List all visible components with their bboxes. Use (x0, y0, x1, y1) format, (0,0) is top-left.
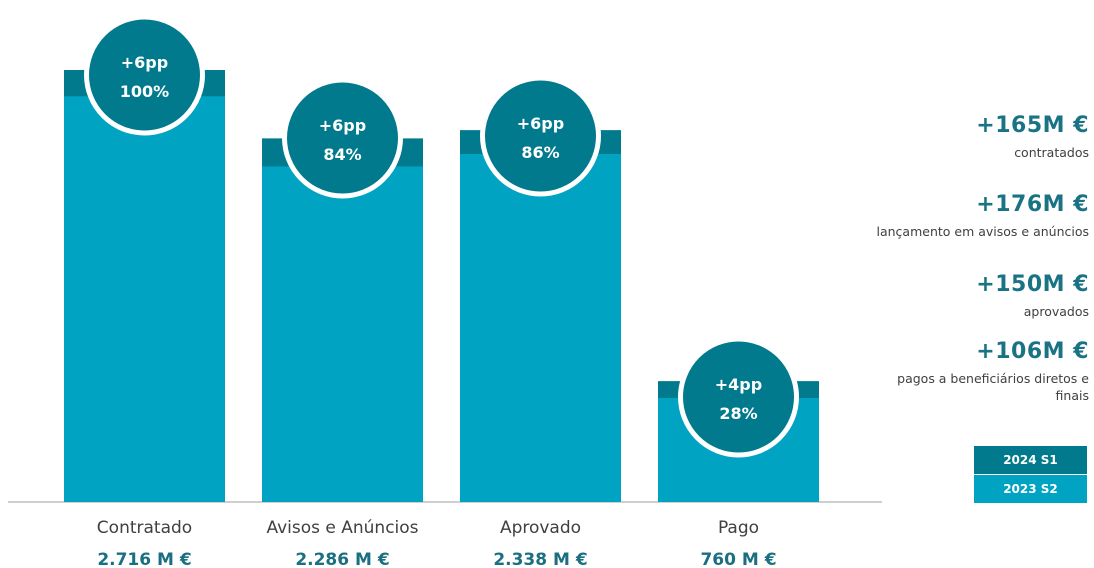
badge-change: +6pp (121, 53, 168, 72)
percent-badge (480, 75, 601, 197)
category-label: Pago (718, 518, 759, 538)
kpi-label: aprovados (1023, 304, 1089, 319)
category-value: 2.716 M € (97, 550, 191, 568)
category-value: 2.338 M € (493, 550, 587, 568)
kpi-value: +165M € (976, 113, 1089, 138)
percent-badge (84, 14, 205, 136)
category-label: Avisos e Anúncios (266, 518, 418, 538)
kpi-pagos: +106M € pagos a beneficiários diretos e … (874, 339, 1089, 404)
percent-badge (282, 77, 403, 199)
badge-change: +4pp (715, 375, 762, 394)
percent-badge (678, 336, 799, 458)
category-value: 760 M € (700, 550, 776, 568)
badge-percent: 28% (719, 404, 757, 423)
kpi-contratados: +165M € contratados (976, 113, 1089, 161)
category-label: Aprovado (500, 518, 581, 538)
kpi-label: pagos a beneficiários diretos e finais (897, 371, 1089, 403)
legend: 2024 S1 2023 S2 (974, 446, 1087, 503)
legend-item-2023-s2: 2023 S2 (974, 475, 1087, 503)
bar-2023-s2 (64, 96, 225, 502)
kpi-label: contratados (1014, 145, 1089, 160)
badge-change: +6pp (319, 116, 366, 135)
badge-percent: 84% (323, 145, 361, 164)
badge-change: +6pp (517, 114, 564, 133)
category-value: 2.286 M € (295, 550, 389, 568)
badge-percent: 100% (120, 82, 169, 101)
bar-chart: +6pp 100% Contratado 2.716 M € +6pp 84% Avisos… (8, 14, 882, 568)
category-label: Contratado (97, 518, 192, 538)
kpi-avisos: +176M € lançamento em avisos e anúncios (876, 192, 1089, 240)
badge-percent: 86% (521, 143, 559, 162)
kpi-value: +106M € (976, 339, 1089, 364)
bar-2023-s2 (262, 166, 423, 503)
kpi-aprovados: +150M € aprovados (976, 272, 1089, 320)
legend-item-2024-s1: 2024 S1 (974, 446, 1087, 474)
kpi-value: +176M € (976, 192, 1089, 217)
kpi-value: +150M € (976, 272, 1089, 297)
bar-2023-s2 (460, 153, 621, 502)
kpi-label: lançamento em avisos e anúncios (876, 224, 1089, 239)
